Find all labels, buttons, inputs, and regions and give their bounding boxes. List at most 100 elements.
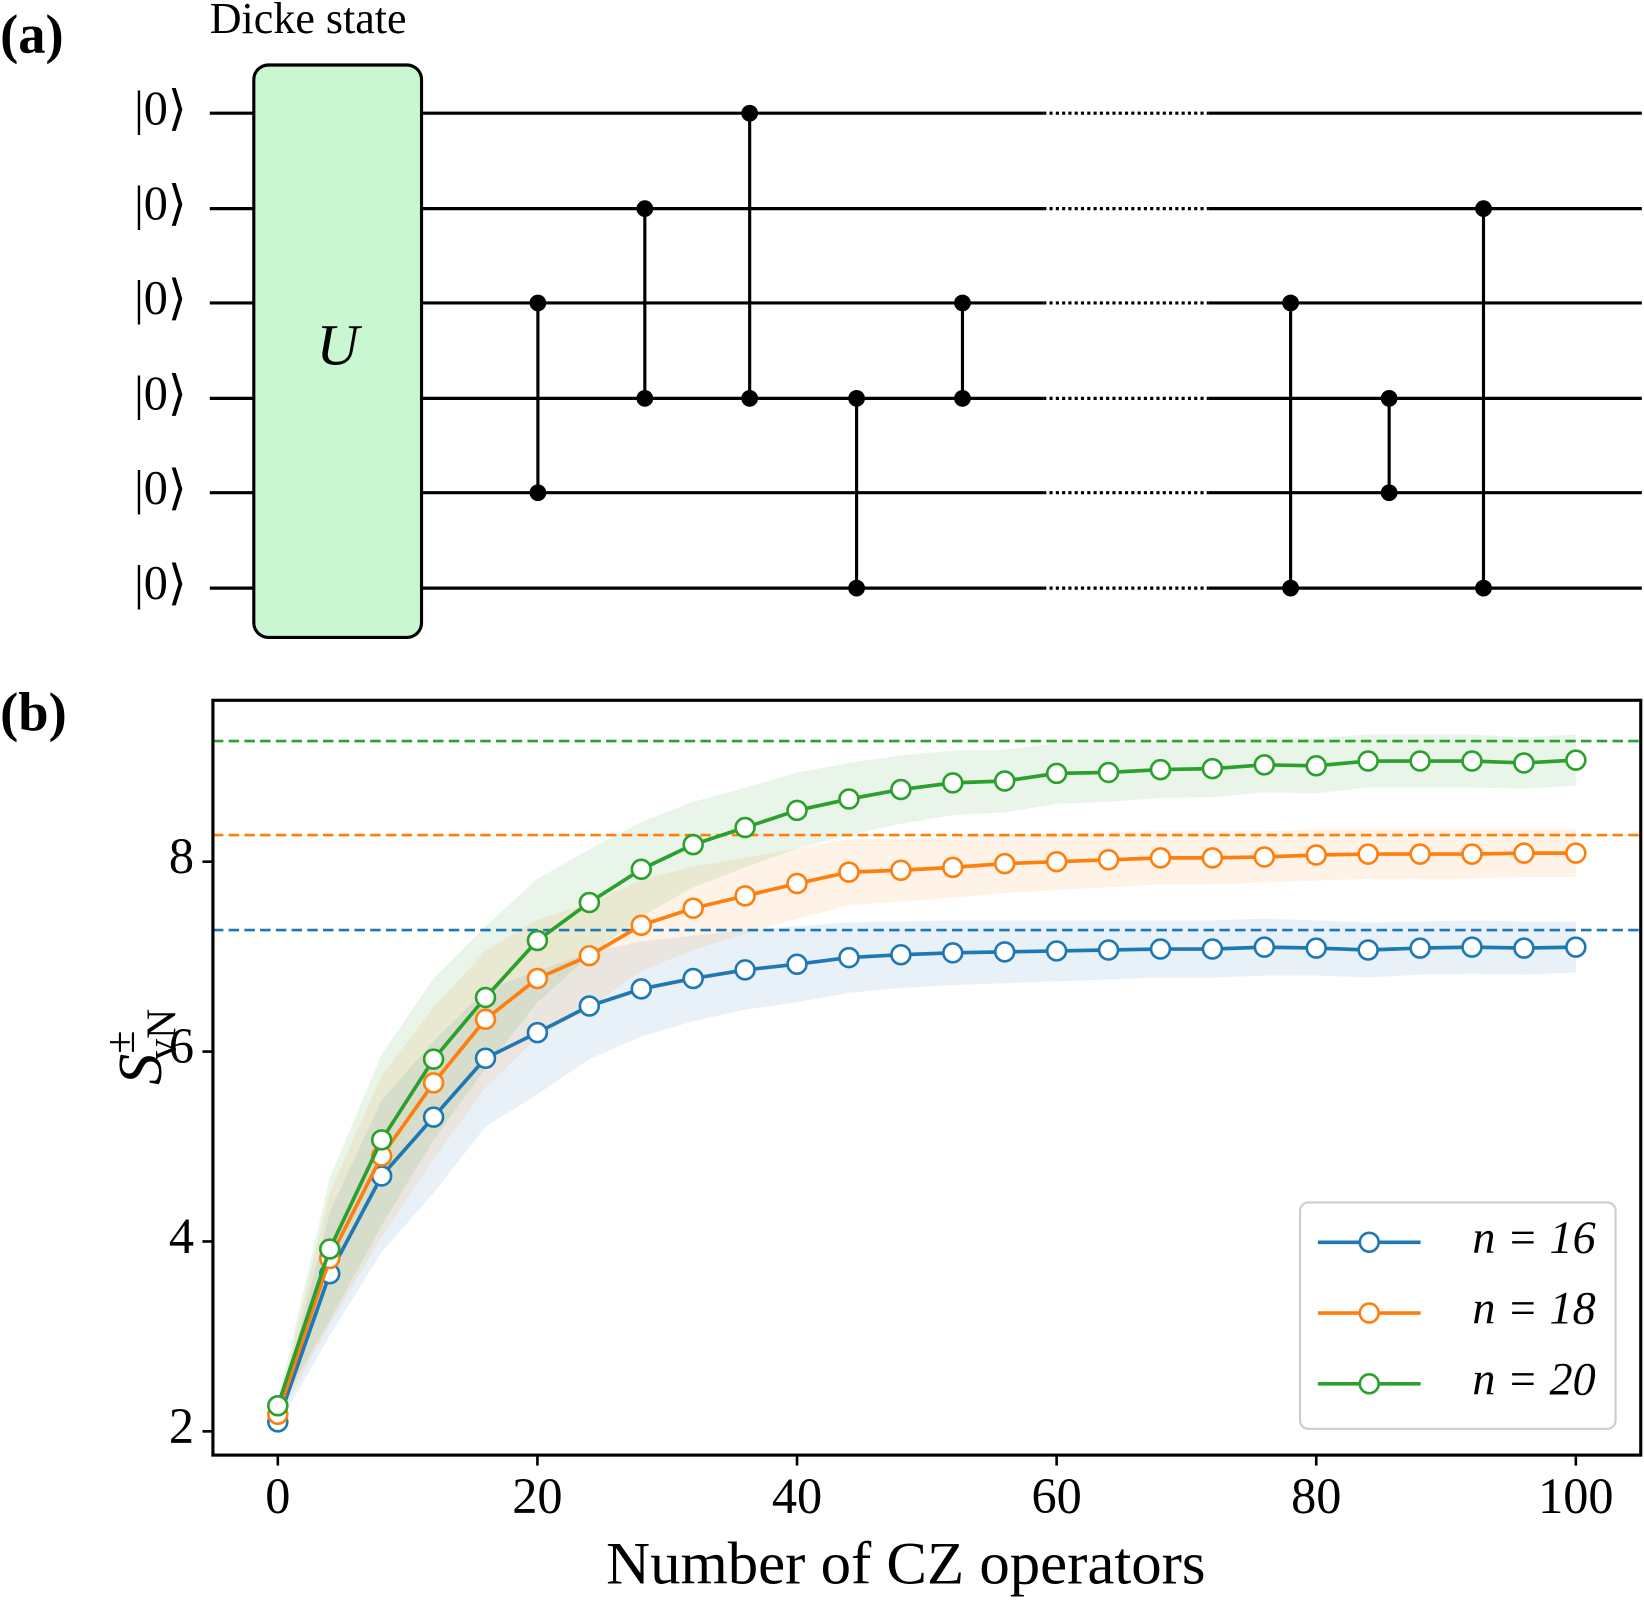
legend-marker [1358,1373,1380,1395]
point [1045,940,1068,962]
point [526,929,549,952]
x-tick-label: 60 [1031,1468,1081,1524]
gate-label: U [316,313,362,378]
y-tick-label: 4 [169,1208,194,1264]
point [1409,750,1431,772]
cz-dot [529,484,547,502]
point [1513,842,1535,864]
qubit-label: |0⟩ [134,462,187,515]
point [734,959,756,981]
point [370,1129,393,1151]
point [1565,749,1587,771]
point [1097,849,1120,871]
cz-dot [954,389,971,407]
point [1305,844,1327,866]
point [942,942,964,964]
point [1513,752,1535,774]
error-band [277,829,1576,1420]
point [993,770,1016,792]
point [1201,938,1224,960]
cz-dot [848,389,865,407]
cz-dot [954,294,971,312]
y-tick-label: 6 [169,1018,194,1074]
error-band [277,918,1576,1427]
y-label-symbol: S [105,1054,175,1085]
legend-label: n = 20 [1472,1353,1595,1404]
qubit-label: |0⟩ [134,272,187,325]
point [1565,842,1587,864]
point [734,885,756,907]
point [1045,762,1068,785]
cz-dot [741,104,759,122]
point [942,772,964,794]
point [993,941,1016,963]
point [1149,758,1172,781]
cz-dot [1475,579,1492,597]
point [1409,937,1431,959]
circuit-title: Dicke state [210,0,407,43]
error-band [277,734,1576,1411]
point [890,859,912,881]
point [630,914,653,937]
gate-u [252,63,424,639]
point [630,858,653,881]
y-axis-label: S±vN [97,1009,185,1085]
point [1149,847,1172,869]
point [422,1106,445,1128]
point [1461,843,1483,865]
circuit: |0⟩ |0⟩ |0⟩ |0⟩ |0⟩ |0⟩ U [134,63,1642,639]
point [526,1021,549,1044]
y-label-sup: ± [97,1031,143,1054]
point [318,1238,341,1260]
legend-marker [1358,1231,1380,1254]
legend-label: n = 18 [1472,1283,1595,1334]
point [682,967,704,990]
point [1201,757,1224,780]
point [890,943,912,966]
point [942,856,964,879]
cz-dot [636,389,654,407]
point [1149,938,1172,960]
qubit-label: |0⟩ [134,82,187,135]
point [267,1394,289,1417]
point [1357,843,1379,865]
qubit-label: |0⟩ [134,557,187,610]
point [1565,936,1587,958]
point [1357,939,1379,961]
point [474,986,497,1009]
point [1461,750,1483,772]
point [1045,850,1068,873]
point [682,833,704,856]
x-tick-label: 100 [1538,1468,1613,1524]
cz-dot [636,200,654,218]
point [474,1008,497,1031]
panel-label: (b) [0,682,67,743]
point [786,799,808,822]
point [1357,750,1379,772]
x-tick-label: 40 [772,1468,822,1524]
cz-dot [741,389,759,407]
cz-dot [1282,294,1299,312]
x-axis-label: Number of CZ operators [606,1530,1205,1597]
panel-label: (a) [0,3,64,64]
y-tick-label: 8 [169,828,194,884]
x-tick-label: 20 [512,1468,562,1524]
point [422,1072,445,1094]
point [1097,939,1120,961]
legend-marker [1358,1302,1380,1324]
point [578,891,601,914]
point [422,1048,445,1070]
point [786,953,808,975]
cz-dot [1282,579,1299,597]
point [578,995,601,1017]
point [734,816,756,839]
point [1513,937,1535,959]
point [838,861,860,883]
point [1409,843,1431,865]
point [682,897,704,919]
point [1461,936,1483,958]
point [630,978,653,1000]
point [838,946,860,969]
